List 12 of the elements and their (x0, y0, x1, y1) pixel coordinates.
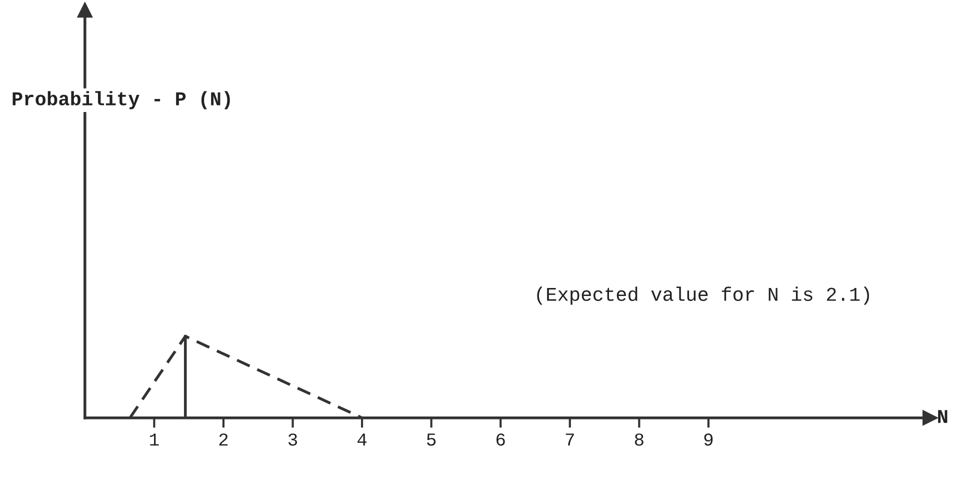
x-tick-label: 9 (704, 433, 713, 446)
text: Probability - P (N) (12, 91, 230, 110)
x-tick-label: 6 (496, 433, 505, 446)
x-axis-title: N (938, 410, 948, 423)
x-tick-label: 3 (288, 433, 298, 446)
x-tick-label: 2 (219, 433, 228, 446)
text: (Expected value for N is 2.1) (537, 286, 870, 305)
x-tick-label: 7 (566, 434, 574, 446)
x-tick-label: 4 (358, 434, 367, 446)
x-tick-label: 1 (150, 434, 159, 446)
x-tick-label: 5 (427, 434, 436, 446)
x-tick-label: 8 (634, 433, 644, 446)
